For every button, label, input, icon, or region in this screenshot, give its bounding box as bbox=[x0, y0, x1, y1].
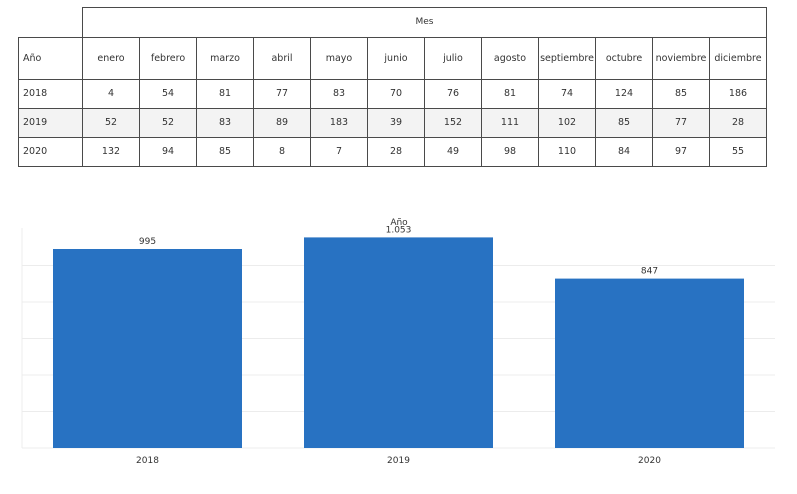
table-cell: 4 bbox=[82, 78, 140, 109]
table-row: 2020 132 94 85 8 7 28 49 98 110 84 97 55 bbox=[18, 136, 767, 167]
table-cell: 81 bbox=[481, 78, 539, 109]
table-cell: 52 bbox=[82, 107, 140, 138]
table-cell: 84 bbox=[595, 136, 653, 167]
table-corner bbox=[19, 8, 83, 38]
table-cell: 85 bbox=[595, 107, 653, 138]
table-cell: 97 bbox=[652, 136, 710, 167]
table-cell: 52 bbox=[139, 107, 197, 138]
table-cell: 132 bbox=[82, 136, 140, 167]
table-cell: 85 bbox=[652, 78, 710, 109]
row-year: 2020 bbox=[18, 136, 83, 167]
table-cell: 8 bbox=[253, 136, 311, 167]
table-cell: 83 bbox=[196, 107, 254, 138]
table-cell: 85 bbox=[196, 136, 254, 167]
table-cell: 186 bbox=[709, 78, 767, 109]
table-cell: 70 bbox=[367, 78, 425, 109]
chart-bars bbox=[53, 237, 744, 448]
chart-x-ticks: 2018 2019 2020 bbox=[136, 456, 661, 466]
table-cell: 28 bbox=[367, 136, 425, 167]
value-label-2020: 847 bbox=[641, 267, 658, 277]
table-cell: 74 bbox=[538, 78, 596, 109]
row-year: 2019 bbox=[18, 107, 83, 138]
month-header: junio bbox=[367, 36, 425, 80]
table-cell: 111 bbox=[481, 107, 539, 138]
x-tick-2019: 2019 bbox=[387, 456, 410, 466]
month-header: febrero bbox=[139, 36, 197, 80]
x-tick-2018: 2018 bbox=[136, 456, 159, 466]
table-cell: 152 bbox=[424, 107, 482, 138]
chart-value-labels: 995 1.053 847 bbox=[139, 225, 658, 276]
table-cell: 110 bbox=[538, 136, 596, 167]
table-cell: 39 bbox=[367, 107, 425, 138]
table-cell: 28 bbox=[709, 107, 767, 138]
table-cell: 81 bbox=[196, 78, 254, 109]
chart-title: Año bbox=[390, 218, 408, 228]
table-cell: 89 bbox=[253, 107, 311, 138]
table-cell: 55 bbox=[709, 136, 767, 167]
month-header: mayo bbox=[310, 36, 368, 80]
table-cell: 7 bbox=[310, 136, 368, 167]
month-header: septiembre bbox=[538, 36, 596, 80]
month-header: octubre bbox=[595, 36, 653, 80]
table-cell: 77 bbox=[652, 107, 710, 138]
month-header: agosto bbox=[481, 36, 539, 80]
table-row: 2019 52 52 83 89 183 39 152 111 102 85 7… bbox=[18, 107, 767, 138]
month-header: diciembre bbox=[709, 36, 767, 80]
table-row: 2018 4 54 81 77 83 70 76 81 74 124 85 18… bbox=[18, 78, 767, 109]
mes-header: Mes bbox=[82, 7, 767, 38]
year-column-header: Año bbox=[18, 36, 83, 80]
months-header-row: Año enero febrero marzo abril mayo junio… bbox=[18, 36, 767, 80]
table-cell: 76 bbox=[424, 78, 482, 109]
table-cell: 49 bbox=[424, 136, 482, 167]
table-cell: 183 bbox=[310, 107, 368, 138]
yearly-bar-chart: Año 995 1.053 847 2018 2019 2020 bbox=[21, 218, 775, 466]
bar-2019 bbox=[304, 237, 493, 448]
month-header: enero bbox=[82, 36, 140, 80]
bar-2018 bbox=[53, 249, 242, 448]
month-header: marzo bbox=[196, 36, 254, 80]
bar-2020 bbox=[555, 278, 744, 448]
month-header: abril bbox=[253, 36, 311, 80]
table-cell: 77 bbox=[253, 78, 311, 109]
value-label-2019: 1.053 bbox=[386, 225, 412, 235]
month-header: julio bbox=[424, 36, 482, 80]
table-cell: 102 bbox=[538, 107, 596, 138]
month-header: noviembre bbox=[652, 36, 710, 80]
x-tick-2020: 2020 bbox=[638, 456, 661, 466]
row-year: 2018 bbox=[18, 78, 83, 109]
table-cell: 54 bbox=[139, 78, 197, 109]
table-cell: 94 bbox=[139, 136, 197, 167]
table-cell: 124 bbox=[595, 78, 653, 109]
value-label-2018: 995 bbox=[139, 237, 156, 247]
monthly-table: Mes Año enero febrero marzo abril mayo j… bbox=[18, 7, 767, 167]
table-cell: 98 bbox=[481, 136, 539, 167]
table-cell: 83 bbox=[310, 78, 368, 109]
